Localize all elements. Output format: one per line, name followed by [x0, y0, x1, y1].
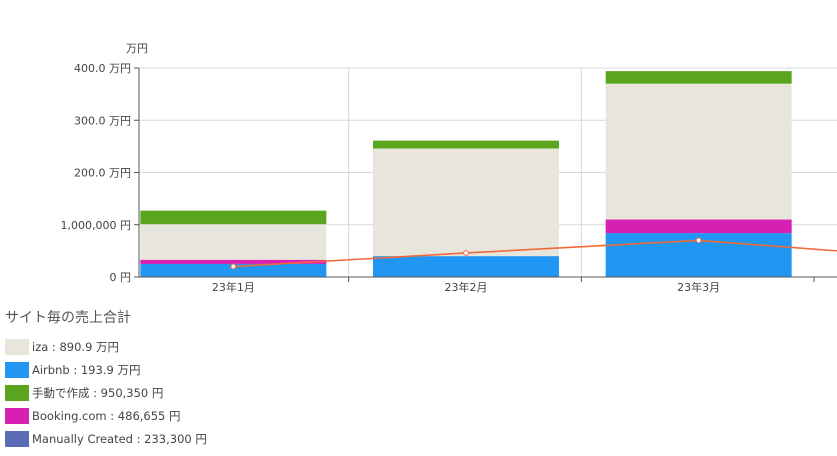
y-tick-label: 0 円 — [110, 271, 132, 284]
y-unit-label: 万円 — [126, 42, 148, 55]
bar-booking — [140, 259, 327, 264]
legend-swatch — [5, 338, 29, 355]
legend-swatch — [5, 361, 29, 378]
y-tick-label: 200.0 万円 — [74, 167, 131, 180]
bar-airbnb — [140, 263, 327, 277]
chart-line — [230, 237, 837, 270]
legend-swatch — [5, 407, 29, 424]
legend-item[interactable]: Manually Created : 233,300 円 — [5, 427, 207, 450]
trend-point — [695, 237, 702, 244]
bar-manual_jp — [605, 71, 792, 84]
x-tick-label: 23年1月 — [212, 280, 255, 294]
bar-iza — [605, 83, 792, 220]
y-tick-label: 1,000,000 円 — [61, 219, 131, 232]
legend-item[interactable]: Booking.com : 486,655 円 — [5, 404, 207, 427]
bar-iza — [373, 148, 559, 257]
trend-point — [230, 263, 237, 270]
bar-manual_jp — [140, 210, 327, 225]
legend-item[interactable]: Airbnb : 193.9 万円 — [5, 358, 207, 381]
legend-label: 手動で作成 : 950,350 円 — [32, 385, 164, 400]
trend-point — [463, 250, 469, 256]
bar-iza — [140, 224, 327, 260]
legend-title: サイト毎の売上合計 — [5, 310, 131, 326]
bar-booking — [605, 219, 792, 234]
bar-manual_jp — [373, 140, 559, 149]
legend-label: iza : 890.9 万円 — [32, 339, 120, 354]
bar-airbnb — [373, 256, 559, 277]
legend-label: Manually Created : 233,300 円 — [32, 431, 207, 446]
x-tick-label: 23年3月 — [677, 280, 720, 294]
legend-label: Booking.com : 486,655 円 — [32, 408, 181, 423]
chart-bars — [140, 71, 792, 277]
y-tick-label: 300.0 万円 — [74, 114, 131, 127]
chart-axes: 0 円 1,000,000 円 200.0 万円 300.0 万円 400.0 万円 23… — [61, 62, 837, 294]
legend: サイト毎の売上合計 iza : 890.9 万円 Airbnb : 193.9 万… — [5, 307, 207, 450]
trend-line — [233, 239, 837, 268]
sales-chart: 万円 0 円 1,000,000 円 200.0 万円 300.0 万円 400.0 万… — [61, 42, 837, 294]
legend-swatch — [5, 430, 29, 447]
x-tick-label: 23年2月 — [445, 280, 488, 294]
legend-item[interactable]: iza : 890.9 万円 — [5, 335, 207, 358]
y-tick-label: 400.0 万円 — [74, 62, 131, 75]
legend-item[interactable]: 手動で作成 : 950,350 円 — [5, 381, 207, 404]
legend-swatch — [5, 384, 29, 401]
legend-label: Airbnb : 193.9 万円 — [32, 362, 141, 377]
